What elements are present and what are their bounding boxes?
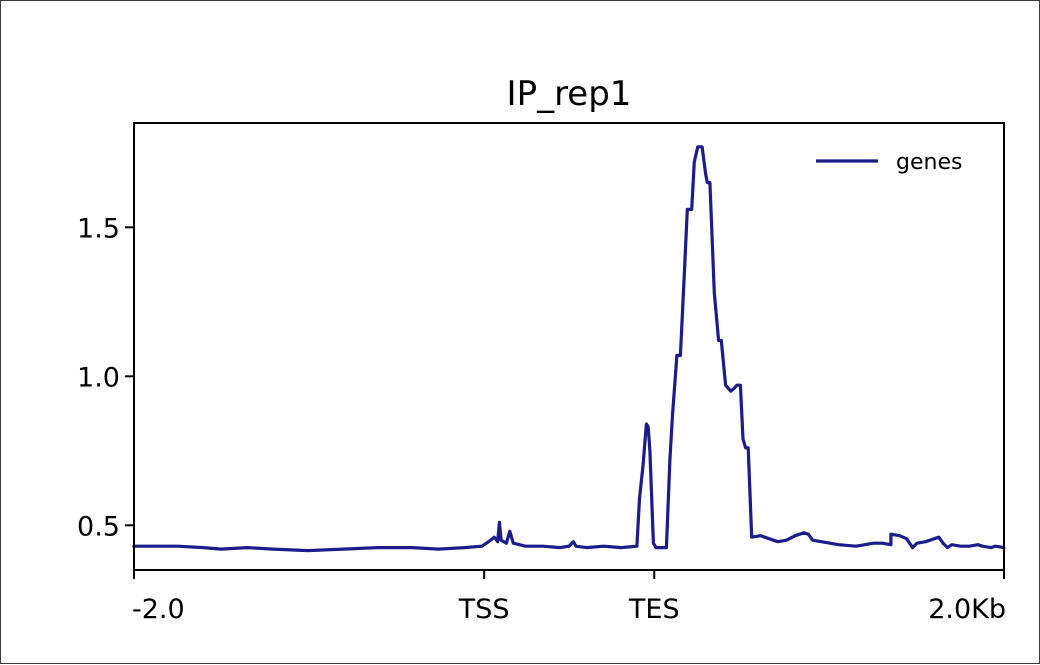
- legend: genes: [816, 150, 962, 175]
- x-tick-label: TES: [628, 594, 680, 625]
- plot-series: [132, 145, 1006, 553]
- x-tick-label: TSS: [458, 594, 510, 625]
- y-tick-label: 1.5: [77, 213, 120, 244]
- y-tick-label: 1.0: [77, 362, 120, 393]
- x-tick-label: 2.0Kb: [928, 594, 1006, 625]
- legend-label: genes: [896, 150, 962, 175]
- series-line-genes: [132, 145, 1006, 553]
- x-tick-label: -2.0: [132, 594, 185, 625]
- chart-title: IP_rep1: [507, 74, 632, 114]
- plot-area-border: [133, 122, 1005, 571]
- y-axis: 0.5 1.0 1.5: [77, 213, 134, 542]
- y-tick-label: 0.5: [77, 511, 120, 542]
- x-axis: -2.0 TSS TES 2.0Kb: [132, 570, 1006, 625]
